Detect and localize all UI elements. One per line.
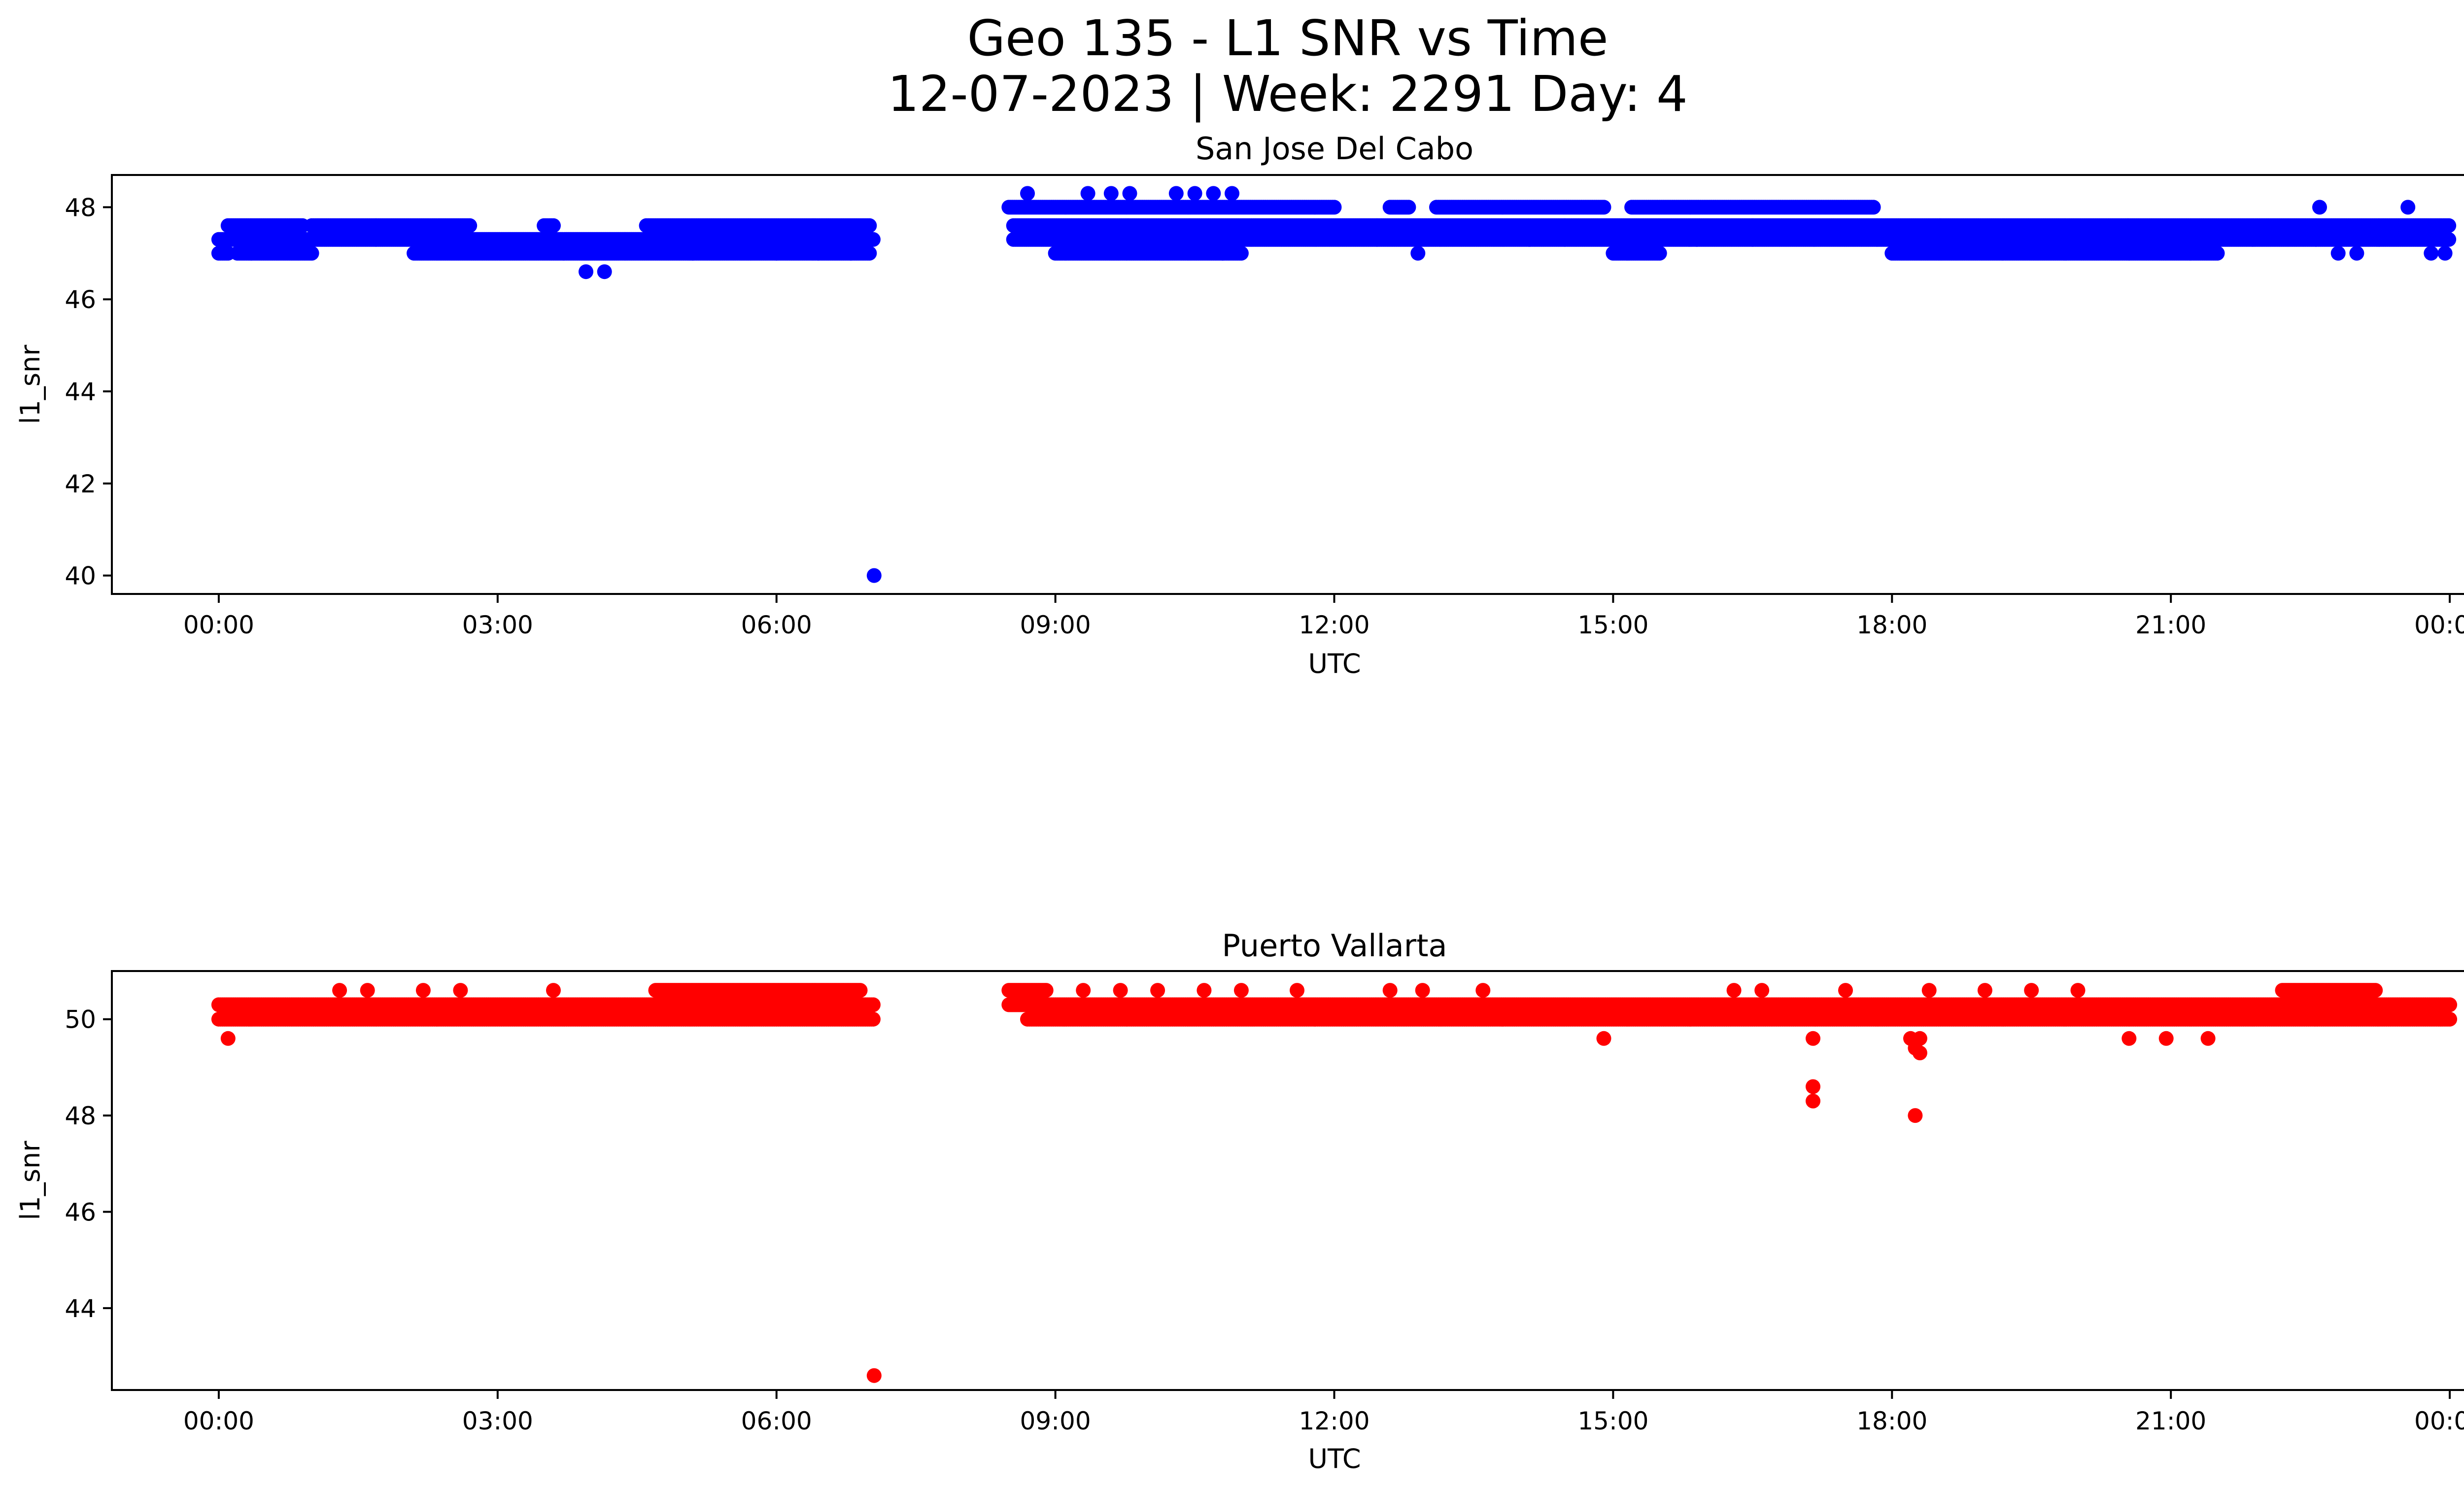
data-point bbox=[579, 264, 593, 279]
data-point bbox=[2441, 232, 2457, 247]
data-point bbox=[2437, 245, 2453, 261]
x-tick-label: 18:00 bbox=[1856, 611, 1927, 639]
data-point bbox=[811, 245, 826, 261]
data-point bbox=[1206, 186, 1221, 201]
data-point bbox=[862, 218, 877, 233]
subplot-title: Puerto Vallarta bbox=[1222, 928, 1447, 964]
data-point bbox=[1168, 186, 1184, 201]
figure-title-line1: Geo 135 - L1 SNR vs Time bbox=[967, 9, 1608, 67]
y-axis-label: l1_snr bbox=[15, 345, 46, 424]
data-point bbox=[1122, 186, 1137, 201]
x-tick-label: 00:00 bbox=[183, 611, 254, 639]
x-tick-label: 00:00 bbox=[2414, 611, 2464, 639]
data-point bbox=[1080, 186, 1095, 201]
data-point bbox=[2441, 218, 2457, 233]
x-tick-label: 06:00 bbox=[741, 611, 812, 639]
data-point bbox=[1327, 200, 1342, 215]
x-tick-label: 15:00 bbox=[1577, 611, 1648, 639]
scatter-points bbox=[211, 983, 2458, 1383]
data-point bbox=[597, 264, 612, 279]
figure-title-line2: 12-07-2023 | Week: 2291 Day: 4 bbox=[888, 65, 1687, 123]
data-point bbox=[843, 245, 858, 261]
data-point bbox=[1866, 200, 1881, 215]
data-point bbox=[1401, 200, 1416, 215]
data-point bbox=[1596, 200, 1611, 215]
data-point bbox=[1225, 186, 1239, 201]
x-tick-label: 21:00 bbox=[2135, 611, 2206, 639]
x-tick-label: 12:00 bbox=[1299, 611, 1369, 639]
data-point bbox=[1410, 245, 1426, 261]
data-point bbox=[866, 568, 882, 583]
data-point bbox=[1187, 186, 1202, 201]
data-point bbox=[865, 1011, 881, 1027]
y-tick-label: 48 bbox=[65, 193, 96, 222]
x-axis-label: UTC bbox=[1308, 648, 1361, 679]
x-tick-label: 03:00 bbox=[462, 611, 533, 639]
data-point bbox=[304, 245, 319, 261]
data-point bbox=[2349, 245, 2364, 261]
x-tick-label: 09:00 bbox=[1020, 611, 1091, 639]
data-point bbox=[1522, 232, 1537, 247]
data-point bbox=[2330, 245, 2346, 261]
subplot-san-jose-del-cabo: San Jose Del Cabo 00:00 03:00 06:00 09:00 12… bbox=[15, 131, 2464, 679]
data-point bbox=[2400, 200, 2416, 215]
data-point bbox=[2442, 997, 2458, 1012]
data-point bbox=[1215, 245, 1231, 261]
scatter-points bbox=[211, 186, 2457, 583]
data-point bbox=[685, 245, 700, 261]
data-point bbox=[1652, 245, 1667, 261]
data-point bbox=[865, 997, 881, 1012]
y-axis-ticks: 40 42 44 46 48 bbox=[65, 193, 112, 591]
data-point bbox=[1689, 232, 1705, 247]
subplot-puerto-vallarta: Puerto Vallarta 00:00 03:00 06:00 09:00 12:0… bbox=[15, 928, 2464, 1474]
y-tick-label: 40 bbox=[65, 562, 96, 591]
data-point bbox=[865, 232, 881, 247]
y-tick-label: 46 bbox=[65, 285, 96, 314]
data-point bbox=[462, 218, 478, 233]
data-point bbox=[546, 218, 561, 233]
x-axis-ticks: 00:00 03:00 06:00 09:00 12:00 15:00 18:00 21:00… bbox=[183, 594, 2464, 639]
y-tick-label: 42 bbox=[65, 470, 96, 498]
data-point bbox=[1233, 245, 1249, 261]
data-point bbox=[1103, 186, 1119, 201]
y-tick-label: 44 bbox=[65, 378, 96, 406]
data-point bbox=[769, 245, 784, 261]
data-point bbox=[1020, 186, 1035, 201]
subplot-title: San Jose Del Cabo bbox=[1196, 131, 1473, 167]
data-point bbox=[2210, 245, 2225, 261]
data-point bbox=[2312, 200, 2327, 215]
data-point bbox=[862, 245, 877, 261]
data-point bbox=[2424, 245, 2439, 261]
